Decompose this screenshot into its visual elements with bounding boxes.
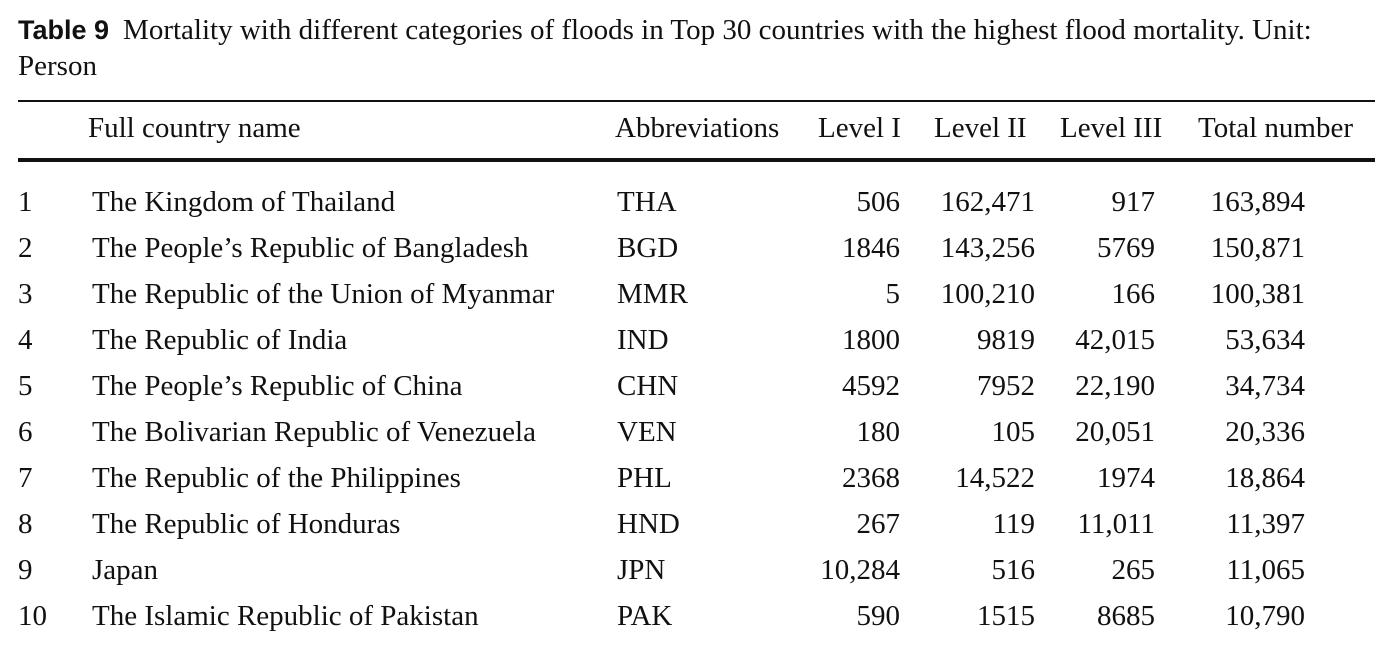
- table-row: 1 The Kingdom of Thailand THA 506 162,471 917…: [0, 185, 1382, 231]
- row-level-1: 1800: [842, 324, 900, 356]
- table-caption-text: Mortality with different categories of f…: [18, 14, 1312, 82]
- row-abbreviation: THA: [617, 186, 677, 218]
- row-index: 1: [18, 186, 33, 218]
- row-abbreviation: JPN: [617, 554, 666, 586]
- table-top-rule: [18, 100, 1375, 102]
- row-level-1: 5: [885, 278, 901, 310]
- table-row: 3 The Republic of the Union of Myanmar MMR…: [0, 277, 1382, 323]
- row-level-1: 506: [856, 186, 901, 218]
- row-total-number: 150,871: [1210, 232, 1305, 264]
- header-total-number: Total number: [1198, 112, 1354, 144]
- row-total-number: 18,864: [1225, 462, 1305, 494]
- row-level-2: 14,522: [955, 462, 1035, 494]
- row-country-name: Japan: [92, 554, 159, 586]
- row-country-name: The Republic of Honduras: [92, 508, 401, 540]
- row-level-2: 105: [991, 416, 1036, 448]
- row-level-2: 9819: [977, 324, 1035, 356]
- row-country-name: The People’s Republic of Bangladesh: [92, 232, 529, 264]
- row-country-name: The Republic of the Union of Myanmar: [92, 278, 555, 310]
- row-level-2: 516: [991, 554, 1036, 586]
- row-level-2: 119: [992, 508, 1035, 540]
- table-row: 6 The Bolivarian Republic of Venezuela VEN…: [0, 415, 1382, 461]
- row-country-name: The Bolivarian Republic of Venezuela: [92, 416, 536, 448]
- row-level-1: 2368: [842, 462, 900, 494]
- row-index: 7: [18, 462, 33, 494]
- row-total-number: 11,397: [1226, 508, 1305, 540]
- table-row: 9 Japan JPN 10,284 516 265 11,065: [0, 553, 1382, 599]
- row-total-number: 53,634: [1225, 324, 1305, 356]
- table-label: Table 9: [18, 15, 110, 45]
- header-full-country-name: Full country name: [88, 112, 301, 144]
- header-level-2: Level II: [934, 112, 1027, 144]
- row-level-2: 7952: [977, 370, 1035, 402]
- row-level-3: 8685: [1097, 600, 1155, 632]
- row-level-3: 11,011: [1077, 508, 1155, 540]
- row-index: 4: [18, 324, 33, 356]
- row-abbreviation: HND: [617, 508, 680, 540]
- row-country-name: The Republic of the Philippines: [92, 462, 461, 494]
- row-index: 9: [18, 554, 33, 586]
- row-index: 6: [18, 416, 33, 448]
- row-level-3: 5769: [1097, 232, 1155, 264]
- row-country-name: The People’s Republic of China: [92, 370, 463, 402]
- header-abbreviations: Abbreviations: [615, 112, 780, 144]
- table-row: 2 The People’s Republic of Bangladesh BGD 1…: [0, 231, 1382, 277]
- row-index: 2: [18, 232, 33, 264]
- row-abbreviation: PHL: [617, 462, 672, 494]
- row-country-name: The Islamic Republic of Pakistan: [92, 600, 479, 632]
- row-level-1: 267: [856, 508, 901, 540]
- row-level-2: 1515: [977, 600, 1035, 632]
- row-total-number: 34,734: [1225, 370, 1305, 402]
- row-level-1: 10,284: [820, 554, 900, 586]
- row-level-2: 162,471: [940, 186, 1035, 218]
- row-abbreviation: VEN: [617, 416, 677, 448]
- row-level-1: 1846: [842, 232, 900, 264]
- row-index: 3: [18, 278, 33, 310]
- row-total-number: 11,065: [1226, 554, 1305, 586]
- header-level-1: Level I: [818, 112, 901, 144]
- row-abbreviation: PAK: [617, 600, 673, 632]
- row-level-1: 180: [856, 416, 901, 448]
- row-level-2: 100,210: [940, 278, 1035, 310]
- row-level-3: 20,051: [1075, 416, 1155, 448]
- row-index: 10: [18, 600, 47, 632]
- row-level-2: 143,256: [940, 232, 1035, 264]
- row-level-3: 166: [1111, 278, 1156, 310]
- row-total-number: 100,381: [1210, 278, 1305, 310]
- row-abbreviation: IND: [617, 324, 669, 356]
- row-abbreviation: BGD: [617, 232, 679, 264]
- row-country-name: The Kingdom of Thailand: [92, 186, 396, 218]
- table-row: 10 The Islamic Republic of Pakistan PAK 590…: [0, 599, 1382, 645]
- table-row: 7 The Republic of the Philippines PHL 2368 1…: [0, 461, 1382, 507]
- row-level-3: 1974: [1097, 462, 1155, 494]
- row-level-3: 42,015: [1075, 324, 1155, 356]
- row-level-3: 22,190: [1075, 370, 1155, 402]
- table-row: 8 The Republic of Honduras HND 267 119 11,011…: [0, 507, 1382, 553]
- row-total-number: 163,894: [1210, 186, 1305, 218]
- row-country-name: The Republic of India: [92, 324, 348, 356]
- table-header-rule: [18, 158, 1375, 162]
- row-level-1: 4592: [842, 370, 900, 402]
- row-level-3: 265: [1111, 554, 1156, 586]
- row-level-1: 590: [856, 600, 901, 632]
- row-total-number: 10,790: [1225, 600, 1305, 632]
- row-level-3: 917: [1111, 186, 1156, 218]
- row-abbreviation: CHN: [617, 370, 679, 402]
- row-index: 5: [18, 370, 33, 402]
- row-index: 8: [18, 508, 33, 540]
- table-caption: Table 9 Mortality with different categori…: [18, 12, 1374, 84]
- table-row: 4 The Republic of India IND 1800 9819 42,015 5…: [0, 323, 1382, 369]
- header-level-3: Level III: [1060, 112, 1163, 144]
- table-row: 5 The People’s Republic of China CHN 4592 79…: [0, 369, 1382, 415]
- row-total-number: 20,336: [1225, 416, 1305, 448]
- row-abbreviation: MMR: [617, 278, 688, 310]
